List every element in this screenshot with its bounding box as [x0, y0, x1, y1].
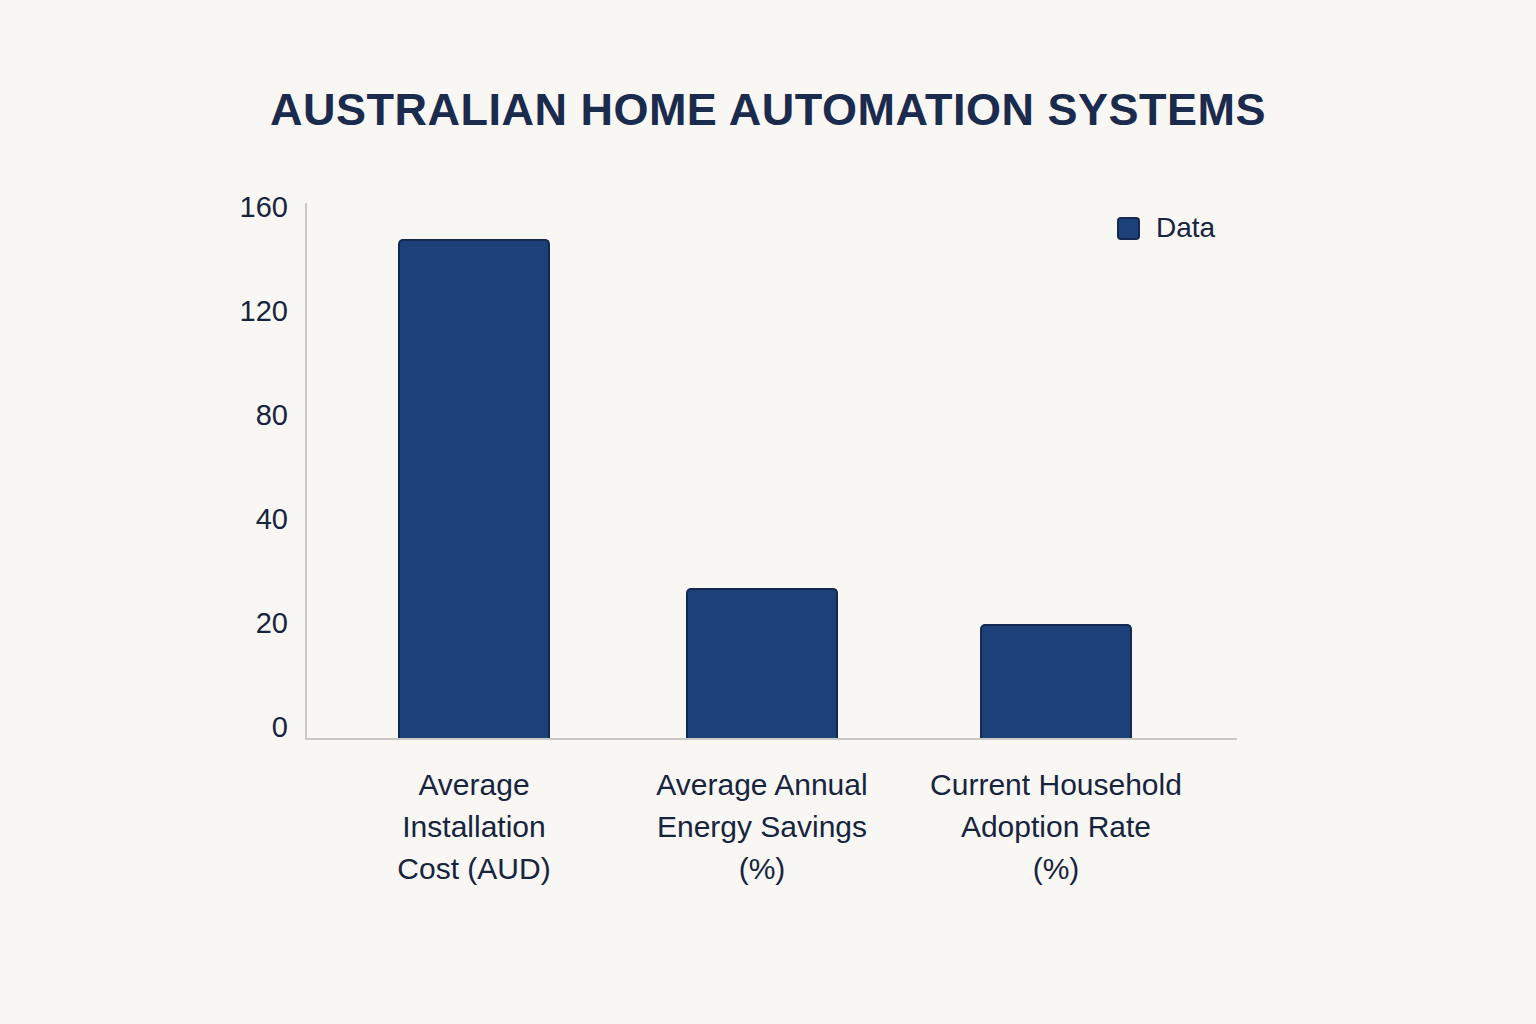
y-tick-label: 40	[130, 503, 288, 536]
category-label-line: Average Annual	[602, 764, 922, 806]
y-axis-line	[305, 203, 307, 740]
category-label-line: Energy Savings	[602, 806, 922, 848]
category-label-line: (%)	[896, 848, 1216, 890]
legend-label: Data	[1156, 212, 1215, 244]
y-tick-label: 120	[130, 295, 288, 328]
category-label-line: Current Household	[896, 764, 1216, 806]
category-label: AverageInstallationCost (AUD)	[314, 764, 634, 890]
category-label-line: Average	[314, 764, 634, 806]
category-label-line: (%)	[602, 848, 922, 890]
y-tick-label: 160	[130, 191, 288, 224]
page-title: AUSTRALIAN HOME AUTOMATION SYSTEMS	[0, 84, 1536, 136]
legend: Data	[1117, 212, 1215, 244]
y-tick-label: 80	[130, 399, 288, 432]
legend-swatch-icon	[1117, 217, 1140, 240]
category-label-line: Installation	[314, 806, 634, 848]
x-axis-line	[305, 738, 1237, 740]
y-tick-label: 20	[130, 607, 288, 640]
category-label: Average AnnualEnergy Savings(%)	[602, 764, 922, 890]
category-label-line: Cost (AUD)	[314, 848, 634, 890]
category-label-line: Adoption Rate	[896, 806, 1216, 848]
bar	[398, 239, 550, 738]
bar	[686, 588, 838, 738]
bar	[980, 624, 1132, 738]
category-label: Current HouseholdAdoption Rate(%)	[896, 764, 1216, 890]
y-tick-label: 0	[130, 711, 288, 744]
